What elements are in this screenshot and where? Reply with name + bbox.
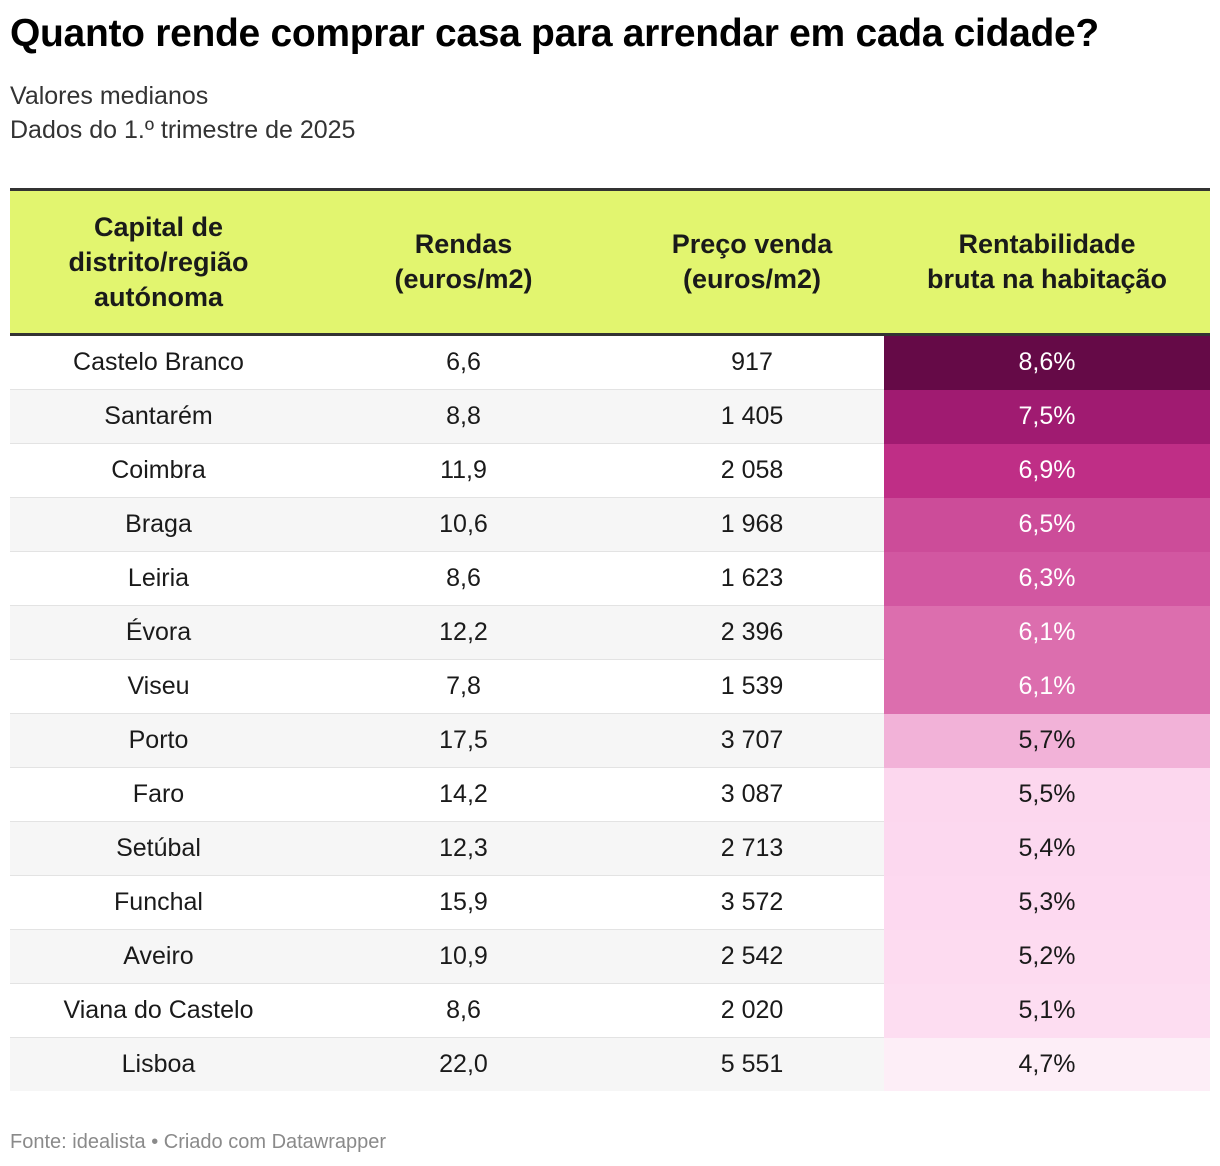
cell-city: Évora (10, 605, 307, 660)
table-header: Capital de distrito/região autónoma Rend… (10, 188, 1210, 336)
table-row: Braga 10,6 1 968 6,5% (10, 497, 1210, 552)
cell-rent: 6,6 (307, 334, 620, 390)
table-row: Coimbra 11,9 2 058 6,9% (10, 443, 1210, 498)
cell-rent: 15,9 (307, 875, 620, 930)
cell-city: Faro (10, 767, 307, 822)
cell-yield: 5,1% (884, 983, 1210, 1038)
cell-city: Braga (10, 497, 307, 552)
cell-price: 2 396 (620, 605, 884, 660)
cell-yield: 6,1% (884, 659, 1210, 714)
table-row: Setúbal 12,3 2 713 5,4% (10, 821, 1210, 876)
cell-price: 3 572 (620, 875, 884, 930)
cell-yield: 8,6% (884, 334, 1210, 390)
source-credit: Fonte: idealista • Criado com Datawrappe… (10, 1131, 387, 1153)
table-row: Lisboa 22,0 5 551 4,7% (10, 1037, 1210, 1091)
cell-price: 2 542 (620, 929, 884, 984)
cell-yield: 7,5% (884, 389, 1210, 444)
table-row: Leiria 8,6 1 623 6,3% (10, 551, 1210, 606)
cell-yield: 6,1% (884, 605, 1210, 660)
chart-title: Quanto rende comprar casa para arrendar … (10, 12, 1099, 55)
cell-rent: 8,8 (307, 389, 620, 444)
cell-price: 3 707 (620, 713, 884, 768)
cell-yield: 6,9% (884, 443, 1210, 498)
cell-rent: 10,9 (307, 929, 620, 984)
cell-city: Viseu (10, 659, 307, 714)
cell-rent: 12,3 (307, 821, 620, 876)
cell-yield: 5,5% (884, 767, 1210, 822)
cell-price: 2 058 (620, 443, 884, 498)
cell-city: Castelo Branco (10, 334, 307, 390)
cell-rent: 7,8 (307, 659, 620, 714)
cell-yield: 6,3% (884, 551, 1210, 606)
cell-city: Coimbra (10, 443, 307, 498)
table-row: Viana do Castelo 8,6 2 020 5,1% (10, 983, 1210, 1038)
data-table: Capital de distrito/região autónoma Rend… (10, 188, 1210, 1091)
cell-yield: 4,7% (884, 1037, 1210, 1091)
cell-price: 2 713 (620, 821, 884, 876)
table-row: Santarém 8,8 1 405 7,5% (10, 389, 1210, 444)
table-row: Viseu 7,8 1 539 6,1% (10, 659, 1210, 714)
cell-rent: 10,6 (307, 497, 620, 552)
table-row: Funchal 15,9 3 572 5,3% (10, 875, 1210, 930)
chart-subtitle-date: Dados do 1.º trimestre de 2025 (10, 116, 356, 144)
cell-rent: 8,6 (307, 551, 620, 606)
table-row: Porto 17,5 3 707 5,7% (10, 713, 1210, 768)
table-row: Aveiro 10,9 2 542 5,2% (10, 929, 1210, 984)
column-header-yield[interactable]: Rentabilidade bruta na habitação (884, 188, 1210, 336)
cell-city: Aveiro (10, 929, 307, 984)
table-row: Castelo Branco 6,6 917 8,6% (10, 334, 1210, 390)
cell-yield: 5,4% (884, 821, 1210, 876)
table-body: Castelo Branco 6,6 917 8,6% Santarém 8,8 1 405… (10, 334, 1210, 1091)
cell-yield: 5,2% (884, 929, 1210, 984)
cell-price: 1 405 (620, 389, 884, 444)
cell-price: 1 623 (620, 551, 884, 606)
cell-city: Porto (10, 713, 307, 768)
column-header-price[interactable]: Preço venda (euros/m2) (620, 188, 884, 336)
table-row: Évora 12,2 2 396 6,1% (10, 605, 1210, 660)
cell-rent: 11,9 (307, 443, 620, 498)
cell-rent: 22,0 (307, 1037, 620, 1091)
cell-city: Leiria (10, 551, 307, 606)
cell-rent: 17,5 (307, 713, 620, 768)
cell-yield: 5,7% (884, 713, 1210, 768)
cell-rent: 12,2 (307, 605, 620, 660)
cell-city: Santarém (10, 389, 307, 444)
cell-city: Setúbal (10, 821, 307, 876)
column-header-rent[interactable]: Rendas (euros/m2) (307, 188, 620, 336)
cell-price: 917 (620, 334, 884, 390)
table-row: Faro 14,2 3 087 5,5% (10, 767, 1210, 822)
cell-price: 3 087 (620, 767, 884, 822)
cell-price: 5 551 (620, 1037, 884, 1091)
cell-city: Funchal (10, 875, 307, 930)
column-header-city[interactable]: Capital de distrito/região autónoma (10, 188, 307, 336)
chart-subtitle: Valores medianos (10, 82, 209, 110)
cell-yield: 5,3% (884, 875, 1210, 930)
cell-price: 2 020 (620, 983, 884, 1038)
cell-rent: 14,2 (307, 767, 620, 822)
cell-city: Lisboa (10, 1037, 307, 1091)
cell-city: Viana do Castelo (10, 983, 307, 1038)
cell-price: 1 968 (620, 497, 884, 552)
cell-price: 1 539 (620, 659, 884, 714)
cell-rent: 8,6 (307, 983, 620, 1038)
cell-yield: 6,5% (884, 497, 1210, 552)
